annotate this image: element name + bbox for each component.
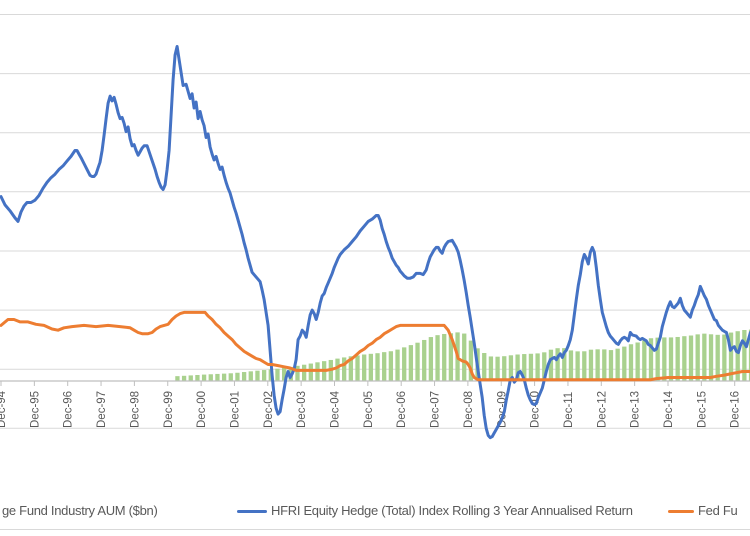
x-axis-label: Dec-98: [129, 391, 141, 428]
x-axis-label: Dec-96: [63, 391, 75, 428]
x-axis-ticks: [0, 381, 736, 386]
x-axis-label: Dec-02: [263, 391, 275, 428]
hfri-line-series: [0, 45, 750, 440]
x-axis-label: Dec-97: [96, 391, 108, 428]
x-axis-label: Dec-06: [396, 391, 408, 428]
x-axis-label: Dec-13: [630, 391, 642, 428]
x-axis-label: Dec-95: [29, 391, 41, 428]
x-axis-label: Dec-05: [363, 391, 375, 428]
x-axis-labels: Dec-94 Dec-95 Dec-96 Dec-97 Dec-98 Dec-99 Dec-…: [0, 390, 742, 428]
x-axis-label: Dec-00: [196, 391, 208, 428]
x-axis-label: Dec-04: [330, 390, 342, 428]
x-axis-label: Dec-14: [663, 390, 675, 428]
x-axis-label: Dec-16: [730, 391, 742, 428]
x-axis-label: Dec-01: [229, 391, 241, 428]
x-axis-label: Dec-94: [0, 390, 8, 428]
x-axis-label: Dec-08: [463, 391, 475, 428]
gridlines: [0, 14, 750, 530]
x-axis-label: Dec-15: [696, 391, 708, 428]
x-axis-label: Dec-99: [163, 391, 175, 428]
fed-funds-line-series: [0, 310, 750, 382]
x-axis-label: Dec-03: [296, 391, 308, 428]
aum-bars-series: [175, 329, 750, 381]
x-axis-label: Dec-12: [596, 391, 608, 428]
x-axis-label: Dec-11: [563, 392, 575, 428]
x-axis-label: Dec-07: [430, 391, 442, 428]
